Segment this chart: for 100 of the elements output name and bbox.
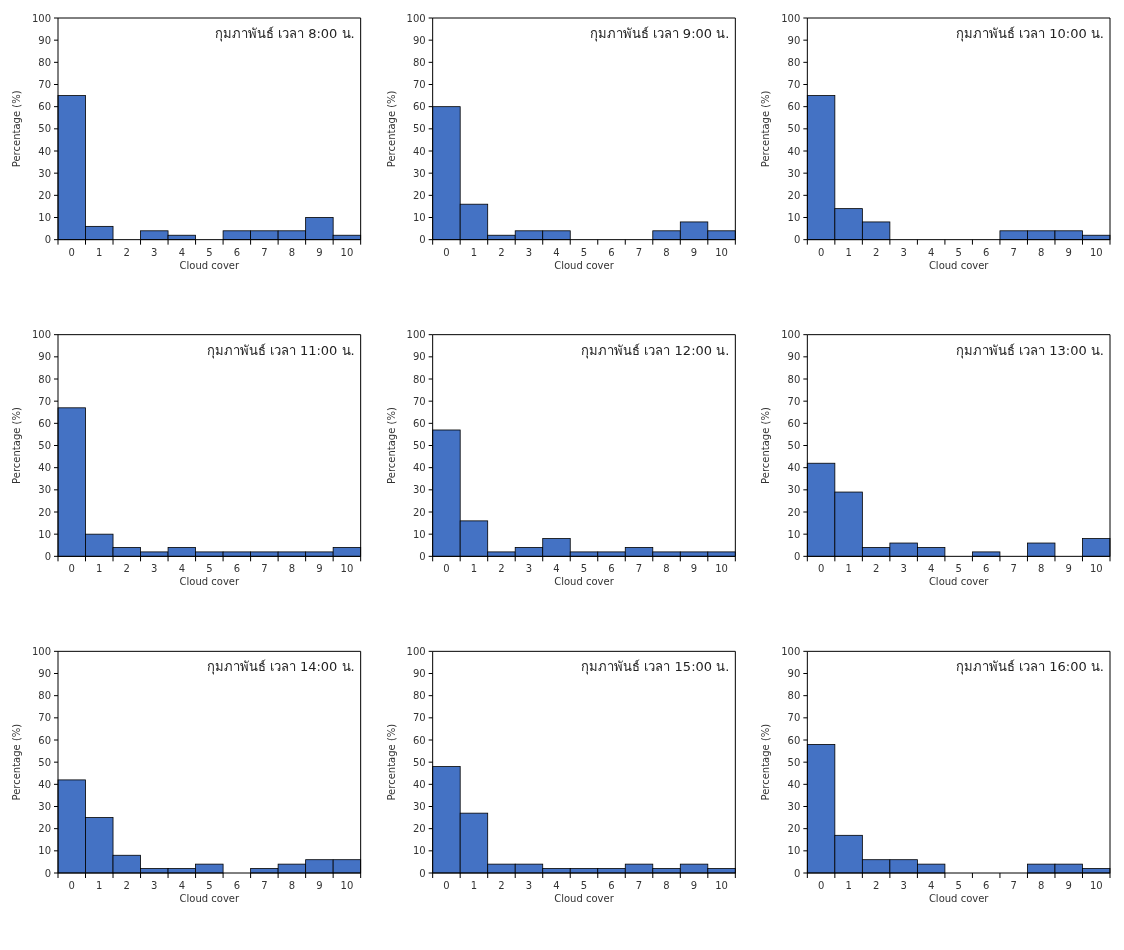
y-tick-label: 70: [787, 712, 801, 724]
x-tick-label: 1: [470, 246, 478, 258]
y-tick-label: 40: [787, 462, 801, 474]
x-tick-label: 3: [151, 880, 158, 891]
y-tick-label: 0: [419, 867, 426, 879]
x-tick-label: 6: [982, 880, 990, 891]
y-tick-label: 30: [787, 801, 801, 812]
x-tick-label: 7: [635, 563, 643, 575]
x-tick-label: 1: [96, 563, 103, 575]
y-tick-label: 60: [38, 417, 51, 429]
x-tick-label: 7: [635, 246, 643, 258]
y-tick-label: 90: [38, 668, 51, 679]
y-tick-label: 70: [787, 79, 801, 90]
y-axis-title: Percentage (%): [385, 407, 397, 484]
y-tick-label: 50: [787, 123, 801, 135]
x-tick-label: 5: [955, 880, 962, 891]
y-tick-label: 30: [787, 484, 801, 496]
x-tick-label: 3: [151, 563, 158, 575]
x-tick-label: 4: [553, 246, 560, 258]
x-axis-title: Cloud cover: [554, 576, 615, 588]
x-tick-label: 8: [663, 880, 670, 891]
y-tick-label: 90: [38, 34, 51, 46]
x-tick-label: 0: [68, 880, 75, 891]
x-tick-label: 0: [817, 246, 825, 258]
y-tick-label: 100: [31, 329, 51, 341]
x-tick-label: 3: [151, 246, 158, 258]
text: กุมภาพันธ์ เวลา 15:00 น.: [581, 659, 730, 676]
y-tick-label: 60: [787, 417, 801, 429]
x-tick-label: 1: [96, 880, 103, 891]
y-axis-title: Percentage (%): [385, 90, 397, 168]
x-tick-label: 6: [608, 246, 615, 258]
y-tick-label: 0: [793, 550, 801, 562]
y-tick-label: 30: [38, 801, 51, 812]
y-axis-title: Percentage (%): [760, 90, 772, 168]
x-tick-label: 4: [927, 880, 935, 891]
y-tick-label: 30: [38, 167, 51, 179]
x-tick-label: 0: [817, 880, 825, 891]
y-tick-label: 70: [38, 395, 51, 407]
x-tick-label: 10: [340, 563, 354, 575]
y-axis-title: Percentage (%): [11, 723, 22, 801]
y-tick-label: 100: [781, 329, 801, 341]
x-tick-label: 8: [1038, 246, 1045, 258]
y-tick-label: 70: [38, 79, 51, 90]
x-tick-label: 0: [68, 563, 75, 575]
y-tick-label: 30: [38, 484, 51, 496]
y-tick-label: 50: [787, 440, 801, 451]
x-tick-label: 8: [288, 563, 296, 575]
y-tick-label: 30: [787, 167, 801, 179]
x-tick-label: 2: [872, 563, 880, 575]
y-tick-label: 90: [787, 351, 801, 363]
y-tick-label: 70: [38, 712, 51, 724]
x-tick-label: 2: [123, 246, 130, 258]
x-tick-label: 6: [233, 246, 241, 258]
x-tick-label: 10: [715, 246, 728, 258]
y-tick-label: 80: [38, 56, 51, 68]
x-tick-label: 10: [1089, 246, 1103, 258]
y-axis-title: Percentage (%): [760, 723, 772, 801]
y-tick-label: 10: [38, 212, 51, 223]
y-tick-label: 10: [787, 845, 801, 857]
y-tick-label: 30: [412, 484, 426, 496]
x-tick-label: 9: [316, 563, 323, 575]
y-tick-label: 60: [412, 734, 426, 746]
y-tick-label: 0: [44, 867, 51, 879]
x-tick-label: 5: [955, 563, 962, 575]
x-tick-label: 6: [608, 880, 615, 891]
x-tick-label: 5: [206, 246, 213, 258]
x-tick-label: 5: [206, 563, 213, 575]
y-tick-label: 100: [406, 12, 426, 24]
y-tick-label: 80: [412, 373, 426, 385]
y-tick-label: 100: [31, 645, 51, 657]
y-tick-label: 10: [787, 528, 801, 540]
y-tick-label: 10: [38, 528, 51, 540]
y-tick-label: 80: [412, 56, 426, 68]
x-tick-label: 8: [663, 246, 670, 258]
y-tick-label: 90: [412, 351, 426, 363]
x-axis-title: Cloud cover: [928, 576, 990, 588]
y-tick-label: 100: [781, 12, 801, 24]
y-tick-label: 20: [787, 189, 801, 201]
x-tick-label: 4: [178, 246, 186, 258]
y-tick-label: 50: [412, 440, 426, 451]
x-tick-label: 4: [553, 880, 560, 891]
x-tick-label: 4: [927, 563, 935, 575]
y-tick-label: 0: [419, 550, 426, 562]
x-axis-title: Cloud cover: [554, 893, 615, 904]
y-tick-label: 80: [787, 56, 801, 68]
x-tick-label: 5: [955, 246, 962, 258]
x-tick-label: 10: [340, 246, 354, 258]
x-tick-label: 0: [443, 246, 450, 258]
y-tick-label: 70: [412, 712, 426, 724]
y-tick-label: 50: [38, 123, 51, 135]
x-tick-label: 3: [900, 246, 907, 258]
y-tick-label: 60: [412, 417, 426, 429]
x-tick-label: 3: [525, 563, 533, 575]
x-tick-label: 7: [261, 880, 268, 891]
y-tick-label: 20: [412, 189, 426, 201]
y-tick-label: 10: [412, 212, 426, 223]
y-tick-label: 70: [412, 79, 426, 90]
y-tick-label: 0: [44, 234, 51, 246]
y-tick-label: 50: [787, 756, 801, 768]
text: กุมภาพันธ์ เวลา 16:00 น.: [956, 659, 1104, 676]
